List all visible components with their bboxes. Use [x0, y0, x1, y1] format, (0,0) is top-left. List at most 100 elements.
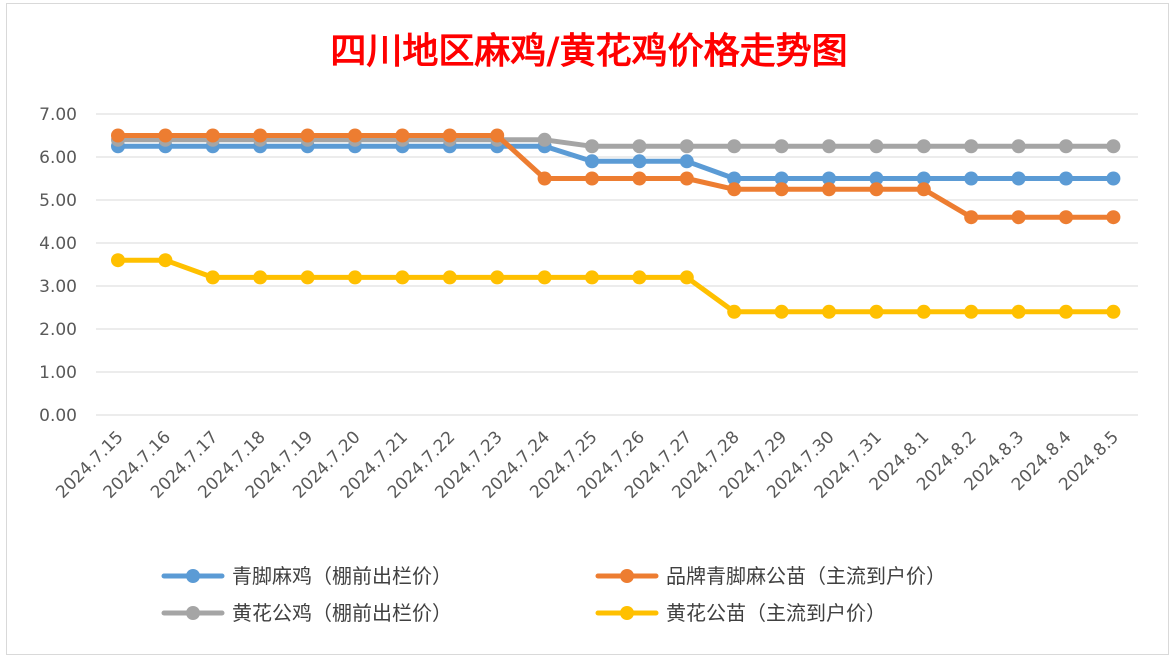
data-point	[348, 270, 362, 285]
data-point	[964, 304, 979, 319]
legend-swatch-marker	[620, 606, 634, 620]
series-2	[111, 132, 1121, 154]
legend-item: 黄花公苗（主流到户价）	[595, 601, 886, 625]
y-axis: 0.00 1.00 2.00 3.00 4.00 5.00 6.00 7.00	[39, 105, 77, 426]
data-point	[679, 154, 694, 169]
legend-label: 黄花公鸡（棚前出栏价）	[232, 601, 452, 625]
data-point	[1106, 171, 1121, 186]
data-point	[727, 171, 742, 186]
data-point	[1059, 304, 1073, 319]
legend: 青脚麻鸡（棚前出栏价） 品牌青脚麻公苗（主流到户价） 黄花公鸡（棚前出栏价） 黄花公苗…	[161, 564, 946, 625]
data-point	[442, 270, 457, 285]
data-point	[916, 139, 931, 154]
data-point	[916, 182, 931, 197]
legend-item: 品牌青脚麻公苗（主流到户价）	[595, 564, 946, 588]
data-point	[1106, 210, 1121, 225]
y-tick-label: 7.00	[39, 105, 77, 125]
series-3	[111, 253, 1121, 319]
y-tick-label: 3.00	[39, 277, 77, 297]
data-point	[632, 139, 647, 154]
chart-frame: 四川地区麻鸡/黄花鸡价格走势图 0.00 1.00 2.00 3.00 4.00 5.00…	[6, 3, 1169, 655]
data-point	[537, 132, 552, 147]
data-point	[822, 171, 836, 186]
data-point	[774, 304, 789, 319]
data-point	[395, 270, 410, 285]
legend-item: 青脚麻鸡（棚前出栏价）	[161, 564, 452, 588]
data-point	[774, 139, 789, 154]
data-point	[111, 128, 125, 143]
series-line	[115, 257, 1116, 315]
data-point	[537, 270, 552, 285]
data-point	[395, 128, 410, 143]
legend-label: 黄花公苗（主流到户价）	[666, 601, 886, 625]
data-point	[205, 270, 220, 285]
chart-title: 四川地区麻鸡/黄花鸡价格走势图	[330, 30, 847, 72]
y-tick-label: 5.00	[39, 191, 77, 211]
data-point	[916, 171, 931, 186]
data-point	[774, 171, 789, 186]
legend-swatch-marker	[620, 569, 634, 583]
series-line	[115, 133, 1116, 220]
line-chart: 四川地区麻鸡/黄花鸡价格走势图 0.00 1.00 2.00 3.00 4.00 5.00…	[39, 30, 1138, 625]
legend-label: 青脚麻鸡（棚前出栏价）	[232, 564, 452, 588]
data-point	[490, 270, 505, 285]
series-1	[111, 128, 1121, 225]
data-point	[585, 154, 599, 169]
data-point	[727, 182, 742, 197]
data-point	[679, 270, 694, 285]
data-point	[158, 253, 173, 268]
data-point	[348, 128, 362, 143]
data-point	[822, 139, 836, 154]
data-point	[679, 139, 694, 154]
series-layer	[111, 128, 1121, 319]
data-point	[585, 171, 599, 186]
data-point	[727, 139, 742, 154]
legend-item: 黄花公鸡（棚前出栏价）	[161, 601, 452, 625]
y-tick-label: 2.00	[39, 320, 77, 340]
data-point	[822, 182, 836, 197]
data-point	[964, 139, 979, 154]
data-point	[158, 128, 173, 143]
series-line	[115, 143, 1116, 181]
data-point	[253, 270, 268, 285]
data-point	[822, 304, 836, 319]
data-point	[632, 171, 647, 186]
data-point	[1106, 139, 1121, 154]
data-point	[253, 128, 268, 143]
data-point	[869, 304, 884, 319]
series-line	[115, 137, 1116, 149]
y-tick-label: 1.00	[39, 363, 77, 383]
data-point	[869, 182, 884, 197]
data-point	[205, 128, 220, 143]
data-point	[490, 128, 505, 143]
x-axis: 2024.7.152024.7.162024.7.172024.7.182024…	[52, 427, 1123, 502]
data-point	[1011, 171, 1026, 186]
data-point	[1106, 304, 1121, 319]
data-point	[632, 270, 647, 285]
data-point	[632, 154, 647, 169]
data-point	[300, 270, 315, 285]
data-point	[869, 139, 884, 154]
data-point	[585, 270, 599, 285]
data-point	[774, 182, 789, 197]
y-tick-label: 6.00	[39, 148, 77, 168]
data-point	[1059, 139, 1073, 154]
data-point	[1059, 210, 1073, 225]
legend-swatch-marker	[186, 606, 200, 620]
data-point	[1011, 139, 1026, 154]
data-point	[111, 253, 125, 268]
gridlines	[96, 113, 1138, 416]
data-point	[869, 171, 884, 186]
data-point	[727, 304, 742, 319]
data-point	[1059, 171, 1073, 186]
data-point	[1011, 210, 1026, 225]
legend-label: 品牌青脚麻公苗（主流到户价）	[666, 564, 946, 588]
y-tick-label: 0.00	[39, 406, 77, 426]
data-point	[964, 210, 979, 225]
y-tick-label: 4.00	[39, 234, 77, 254]
data-point	[537, 171, 552, 186]
data-point	[1011, 304, 1026, 319]
data-point	[916, 304, 931, 319]
data-point	[585, 139, 599, 154]
